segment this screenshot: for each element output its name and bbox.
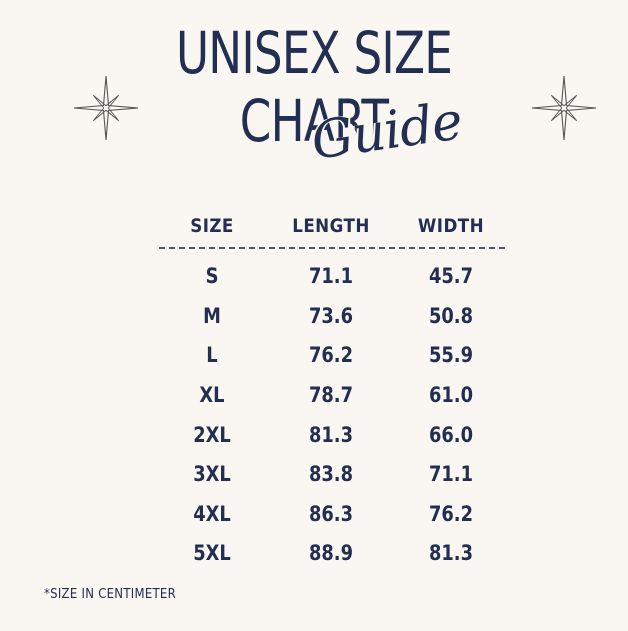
length-cell: 76.2: [308, 343, 354, 367]
page-title-line-2: CHART: [239, 87, 389, 155]
table-row: 5XL 88.9 81.3: [0, 538, 628, 568]
table-row: L 76.2 55.9: [0, 340, 628, 370]
table-row: S 71.1 45.7: [0, 261, 628, 291]
width-cell: 61.0: [428, 383, 474, 407]
length-cell: 81.3: [308, 423, 354, 447]
table-row: 2XL 81.3 66.0: [0, 420, 628, 450]
length-cell: 83.8: [308, 462, 354, 486]
sparkle-star-icon: [73, 75, 139, 141]
header-length: LENGTH: [292, 215, 370, 237]
table-row: XL 78.7 61.0: [0, 380, 628, 410]
length-cell: 73.6: [308, 304, 354, 328]
table-row: 3XL 83.8 71.1: [0, 459, 628, 489]
sparkle-star-icon: [531, 75, 597, 141]
width-cell: 55.9: [428, 343, 474, 367]
page-title-line-1: UNISEX SIZE: [175, 19, 453, 87]
width-cell: 76.2: [428, 502, 474, 526]
size-cell: 2XL: [193, 423, 231, 447]
length-cell: 71.1: [308, 264, 354, 288]
length-cell: 88.9: [308, 541, 354, 565]
length-cell: 78.7: [308, 383, 354, 407]
footnote: *SIZE IN CENTIMETER: [44, 587, 176, 602]
header-width: WIDTH: [417, 215, 485, 237]
width-cell: 71.1: [428, 462, 474, 486]
width-cell: 50.8: [428, 304, 474, 328]
table-row: 4XL 86.3 76.2: [0, 499, 628, 529]
size-cell: S: [205, 264, 219, 288]
header-divider: [159, 247, 505, 249]
size-cell: M: [203, 304, 221, 328]
length-cell: 86.3: [308, 502, 354, 526]
width-cell: 45.7: [428, 264, 474, 288]
width-cell: 66.0: [428, 423, 474, 447]
size-cell: L: [206, 343, 218, 367]
header-size: SIZE: [190, 215, 234, 237]
size-cell: 5XL: [193, 541, 231, 565]
size-cell: XL: [199, 383, 225, 407]
table-row: M 73.6 50.8: [0, 301, 628, 331]
width-cell: 81.3: [428, 541, 474, 565]
table-header: SIZE LENGTH WIDTH: [0, 211, 628, 241]
size-cell: 3XL: [193, 462, 231, 486]
size-cell: 4XL: [193, 502, 231, 526]
